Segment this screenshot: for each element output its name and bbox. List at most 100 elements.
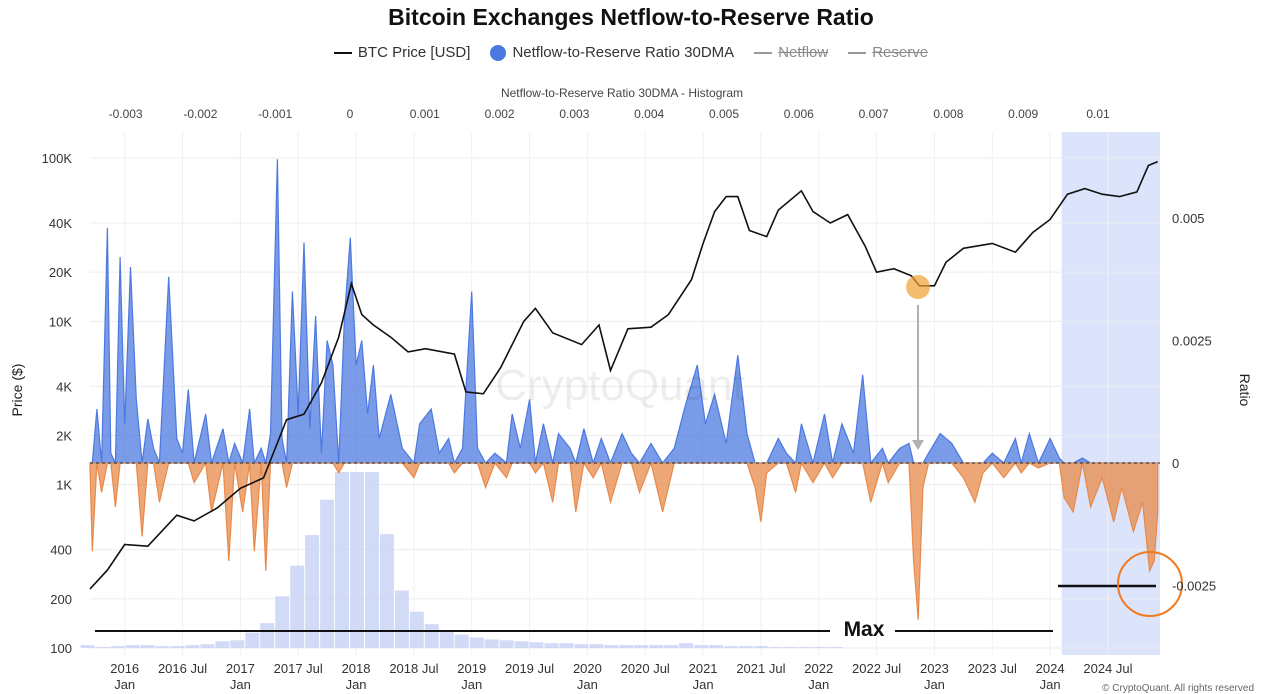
x-bottom-tick-sublabel: Jan [577,677,598,692]
y-right-tick-label: 0.005 [1172,211,1205,226]
legend-label: Reserve [872,44,929,61]
x-bottom-tick-label: 2017 [226,661,255,676]
x-bottom-tick-label: 2021 [689,661,718,676]
histogram-bar [544,643,559,648]
histogram-bar [320,499,335,648]
legend-label: Netflow-to-Reserve Ratio 30DMA [512,44,735,61]
histogram-bar [589,644,604,648]
watermark: CryptoQuant [495,361,744,410]
histogram-bar [245,632,260,648]
x-top-tick-label: 0.003 [559,107,589,121]
x-bottom-tick-label: 2016 [110,661,139,676]
x-bottom-tick-label: 2024 Jul [1083,661,1132,676]
histogram-bar [798,647,813,648]
histogram-bar [125,645,140,648]
legend-btc-price[interactable]: BTC Price [USD] [333,44,471,61]
histogram-bar [365,472,379,648]
histogram-bar [679,643,694,648]
histogram-bar [409,611,424,648]
y-left-tick-label: 40K [49,216,72,231]
histogram-bar [724,646,738,648]
histogram-bar [664,645,679,648]
legend-label: BTC Price [USD] [357,44,471,61]
legend-label: Netflow [778,44,829,61]
legend-dot-icon [490,44,507,61]
histogram-bar [170,646,185,648]
x-bottom-tick-label: 2017 Jul [274,661,323,676]
x-top-tick-label: 0.01 [1086,107,1110,121]
x-top-tick-label: 0.008 [933,107,963,121]
histogram-bar [290,565,305,648]
histogram-bar [484,639,499,648]
x-bottom-tick-label: 2022 Jul [852,661,901,676]
histogram-bar [529,642,544,648]
x-bottom-tick-label: 2019 Jul [505,661,554,676]
max-label: Max [844,618,885,641]
copyright: © CryptoQuant. All rights reserved [1102,683,1254,694]
histogram-bar [185,645,200,648]
x-top-tick-label: 0.007 [859,107,889,121]
x-bottom-tick-sublabel: Jan [808,677,829,692]
histogram-bar [454,634,469,648]
x-bottom-tick-label: 2020 [573,661,602,676]
legend-netflow-ratio[interactable]: Netflow-to-Reserve Ratio 30DMA [490,44,734,61]
histogram-bar [110,646,125,648]
histogram-bar [335,472,349,648]
legend-netflow[interactable]: Netflow [754,44,828,61]
highlight-band [1061,132,1160,655]
histogram-bar [394,590,409,648]
histogram-bar [559,643,574,648]
x-top-tick-label: -0.002 [183,107,217,121]
histogram-bar [813,647,828,648]
histogram-bar [739,646,753,648]
histogram-bar [140,645,155,648]
x-bottom-tick-sublabel: Jan [346,677,367,692]
histogram-bar [424,624,439,648]
x-bottom-tick-sublabel: Jan [230,677,251,692]
histogram-bar [634,645,649,648]
y-right-tick-label: 0.0025 [1172,334,1212,349]
x-top-tick-label: 0.002 [485,107,515,121]
histogram-bar [469,637,484,648]
histogram-bar [753,646,768,648]
pointer-arrow-head [912,440,924,450]
y-left-tick-label: 2K [56,428,72,443]
histogram-bar [828,647,843,648]
x-bottom-tick-label: 2016 Jul [158,661,207,676]
annotations: Max [95,275,1183,641]
axes: Netflow-to-Reserve Ratio 30DMA - Histogr… [9,86,1253,692]
legend-line-icon [333,51,352,54]
x-top-tick-label: 0.004 [634,107,664,121]
histogram-bar [499,640,514,648]
y-left-tick-label: 10K [49,314,72,329]
histogram-bar [155,646,170,648]
histogram-bar [709,645,723,648]
x-bottom-tick-label: 2023 Jul [968,661,1017,676]
histogram-bar [215,641,230,648]
btc-price-line [89,160,1159,590]
legend-line-icon [754,51,773,54]
ratio-area [89,159,1159,620]
ratio-positive-area [90,159,1158,466]
legend-reserve[interactable]: Reserve [848,44,928,61]
x-bottom-tick-sublabel: Jan [114,677,135,692]
histogram-bar [783,647,798,648]
histogram-bar [379,534,394,648]
x-bottom-tick-label: 2019 [457,661,486,676]
y-axis-right-title: Ratio [1237,374,1253,407]
x-top-tick-label: 0.009 [1008,107,1038,121]
histogram-bar [200,644,215,648]
y-left-tick-label: 1K [56,478,72,493]
histogram-bar [694,645,709,648]
x-top-tick-label: -0.001 [258,107,292,121]
histogram-bar [260,623,275,648]
histogram-bar [305,535,320,648]
x-bottom-tick-label: 2023 [920,661,949,676]
x-bottom-tick-label: 2021 Jul [736,661,785,676]
top-axis-title: Netflow-to-Reserve Ratio 30DMA - Histogr… [501,86,743,100]
histogram-bar [80,645,95,648]
price-bottom-marker [906,275,930,299]
legend: BTC Price [USD] Netflow-to-Reserve Ratio… [0,44,1262,61]
y-axis-left-title: Price ($) [9,364,25,417]
